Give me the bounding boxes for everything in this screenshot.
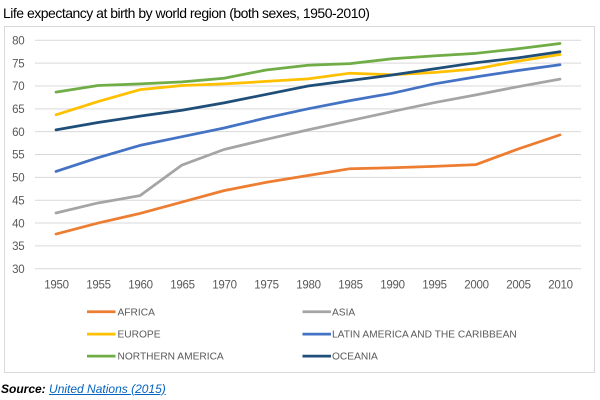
- svg-text:1960: 1960: [128, 280, 152, 292]
- svg-text:2000: 2000: [464, 280, 488, 292]
- svg-text:1965: 1965: [170, 280, 194, 292]
- svg-text:50: 50: [12, 173, 24, 185]
- svg-text:LATIN AMERICA AND THE CARIBBEA: LATIN AMERICA AND THE CARIBBEAN: [332, 330, 517, 341]
- svg-text:2010: 2010: [548, 280, 572, 292]
- svg-text:70: 70: [12, 81, 24, 93]
- svg-text:NORTHERN AMERICA: NORTHERN AMERICA: [118, 352, 224, 363]
- svg-text:1985: 1985: [338, 280, 362, 292]
- svg-text:60: 60: [12, 127, 24, 139]
- svg-text:65: 65: [12, 104, 24, 116]
- svg-text:40: 40: [12, 218, 24, 230]
- svg-text:1970: 1970: [212, 280, 236, 292]
- svg-text:1950: 1950: [44, 280, 68, 292]
- svg-text:1990: 1990: [380, 280, 404, 292]
- svg-text:EUROPE: EUROPE: [118, 330, 161, 341]
- svg-text:1995: 1995: [422, 280, 446, 292]
- svg-text:1975: 1975: [254, 280, 278, 292]
- svg-text:1980: 1980: [296, 280, 320, 292]
- svg-text:OCEANIA: OCEANIA: [332, 352, 378, 363]
- svg-text:35: 35: [12, 241, 24, 253]
- svg-text:45: 45: [12, 195, 24, 207]
- svg-text:AFRICA: AFRICA: [118, 307, 156, 318]
- svg-text:ASIA: ASIA: [332, 307, 355, 318]
- svg-text:2005: 2005: [506, 280, 530, 292]
- svg-text:75: 75: [12, 58, 24, 70]
- svg-text:55: 55: [12, 150, 24, 162]
- svg-text:1955: 1955: [86, 280, 110, 292]
- svg-text:30: 30: [12, 264, 24, 276]
- svg-text:80: 80: [12, 36, 24, 48]
